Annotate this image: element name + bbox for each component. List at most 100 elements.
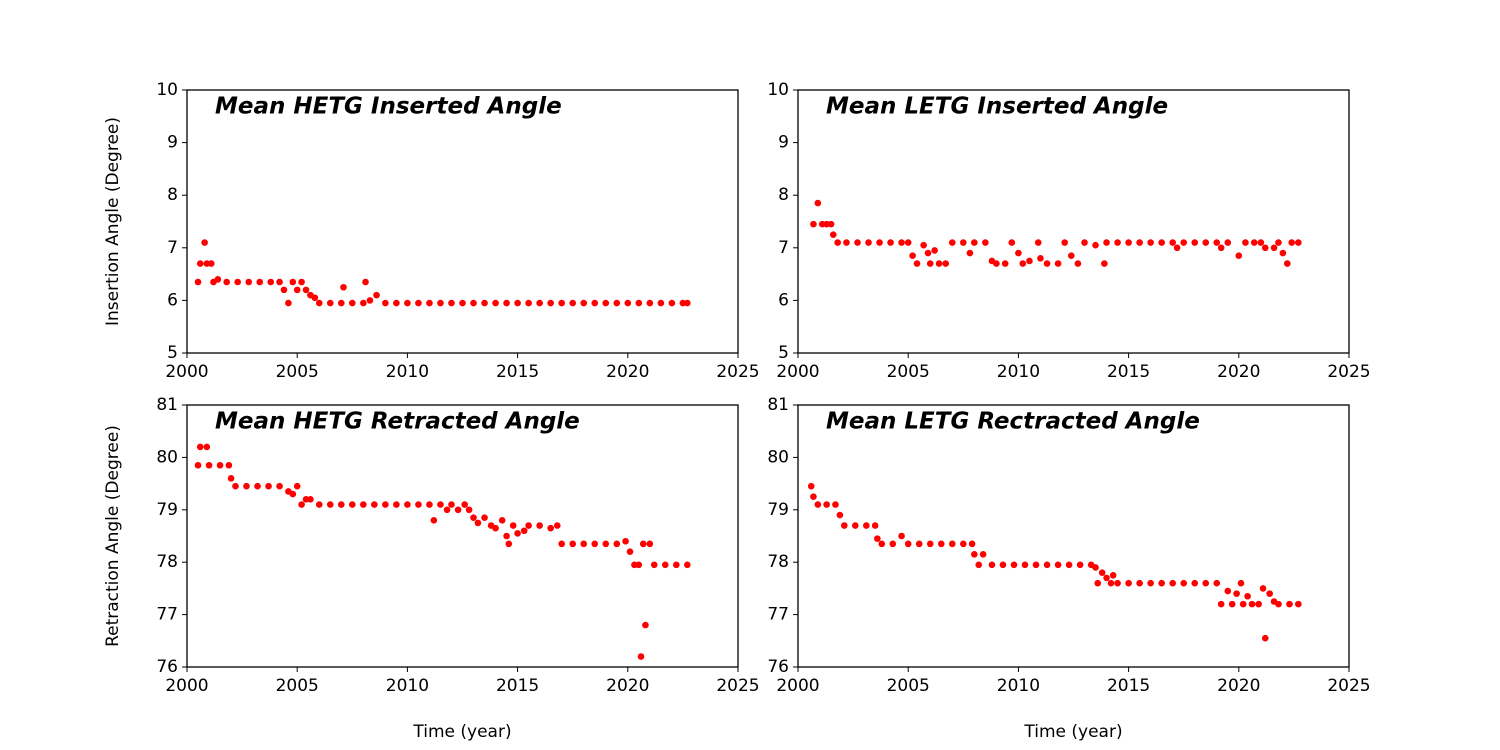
point bbox=[225, 461, 233, 469]
point bbox=[1180, 239, 1187, 246]
y-tick-label: 77 bbox=[767, 605, 789, 625]
point bbox=[1094, 579, 1102, 587]
point bbox=[404, 501, 411, 508]
point bbox=[1037, 255, 1044, 262]
point bbox=[470, 514, 477, 521]
point bbox=[1283, 260, 1291, 267]
point bbox=[1217, 244, 1225, 252]
point bbox=[492, 524, 499, 532]
subplot-title: Mean LETG Rectracted Angle bbox=[826, 409, 1200, 435]
y-tick-label: 8 bbox=[167, 185, 178, 205]
point bbox=[443, 506, 451, 514]
point bbox=[393, 501, 400, 508]
point bbox=[982, 239, 989, 246]
point bbox=[926, 540, 934, 548]
point bbox=[863, 522, 870, 529]
point bbox=[1235, 252, 1243, 259]
axes-frame bbox=[186, 89, 739, 354]
point bbox=[1217, 600, 1225, 608]
y-tick-label: 80 bbox=[767, 447, 789, 467]
x-axis-label: Time (year) bbox=[1023, 722, 1122, 742]
point bbox=[1173, 244, 1181, 252]
point bbox=[285, 299, 292, 307]
point bbox=[878, 540, 886, 548]
point bbox=[1169, 579, 1176, 587]
point bbox=[966, 249, 974, 257]
point bbox=[876, 239, 883, 246]
point bbox=[373, 291, 380, 299]
point bbox=[1257, 239, 1265, 246]
point bbox=[827, 220, 835, 228]
point bbox=[1213, 239, 1221, 246]
x-tick-label: 2025 bbox=[1327, 362, 1370, 382]
point bbox=[256, 278, 264, 286]
point bbox=[1180, 579, 1187, 587]
x-tick-label: 2015 bbox=[496, 362, 539, 382]
point bbox=[657, 299, 665, 307]
subplot: 2000 2005 2010 2015 2020 2025 5 6 7 8 9 10 Mean LETG… bbox=[767, 80, 1370, 382]
y-tick-label: 10 bbox=[767, 80, 789, 100]
point bbox=[1103, 239, 1110, 246]
point bbox=[1233, 590, 1240, 597]
point bbox=[635, 561, 643, 569]
point bbox=[298, 501, 305, 508]
point bbox=[834, 239, 841, 246]
point bbox=[810, 220, 817, 228]
point bbox=[245, 278, 253, 286]
point bbox=[1026, 257, 1033, 265]
point bbox=[1076, 561, 1084, 569]
point bbox=[267, 278, 275, 286]
point bbox=[1098, 569, 1106, 576]
point bbox=[448, 299, 455, 307]
point bbox=[1147, 579, 1154, 587]
point bbox=[289, 278, 297, 286]
point bbox=[547, 299, 554, 307]
point bbox=[580, 299, 588, 307]
point bbox=[580, 540, 588, 548]
point bbox=[968, 540, 976, 548]
point bbox=[276, 482, 283, 490]
point bbox=[1248, 600, 1256, 608]
point bbox=[650, 561, 658, 569]
point bbox=[426, 299, 433, 307]
point bbox=[814, 501, 822, 508]
point bbox=[553, 522, 561, 529]
point bbox=[315, 299, 323, 307]
point bbox=[1228, 600, 1236, 608]
point bbox=[194, 461, 202, 469]
point bbox=[1114, 579, 1121, 587]
point bbox=[874, 535, 881, 542]
point bbox=[1295, 239, 1302, 246]
point bbox=[227, 475, 235, 482]
y-axis-label: Retraction Angle (Degree) bbox=[103, 425, 123, 647]
x-tick-label: 2025 bbox=[716, 676, 759, 696]
point bbox=[337, 299, 345, 307]
point bbox=[646, 299, 654, 307]
point bbox=[1288, 239, 1295, 246]
point bbox=[1136, 239, 1143, 246]
point bbox=[810, 493, 817, 501]
y-tick-label: 6 bbox=[778, 290, 789, 310]
point bbox=[904, 540, 912, 548]
point bbox=[293, 286, 301, 294]
point bbox=[547, 524, 554, 532]
point bbox=[525, 299, 532, 307]
point bbox=[1081, 239, 1088, 246]
point bbox=[646, 540, 654, 548]
point bbox=[1259, 585, 1267, 592]
point bbox=[1107, 579, 1115, 587]
point bbox=[437, 501, 444, 508]
subplot-title: Mean LETG Inserted Angle bbox=[826, 94, 1168, 120]
point bbox=[474, 519, 482, 527]
x-tick-label: 2000 bbox=[165, 362, 208, 382]
point bbox=[1242, 239, 1249, 246]
point bbox=[326, 299, 334, 307]
point bbox=[639, 540, 647, 548]
point bbox=[1043, 561, 1051, 569]
point bbox=[807, 482, 815, 490]
point bbox=[514, 299, 521, 307]
x-tick-label: 2025 bbox=[716, 362, 759, 382]
point bbox=[465, 506, 473, 514]
point bbox=[626, 548, 634, 556]
